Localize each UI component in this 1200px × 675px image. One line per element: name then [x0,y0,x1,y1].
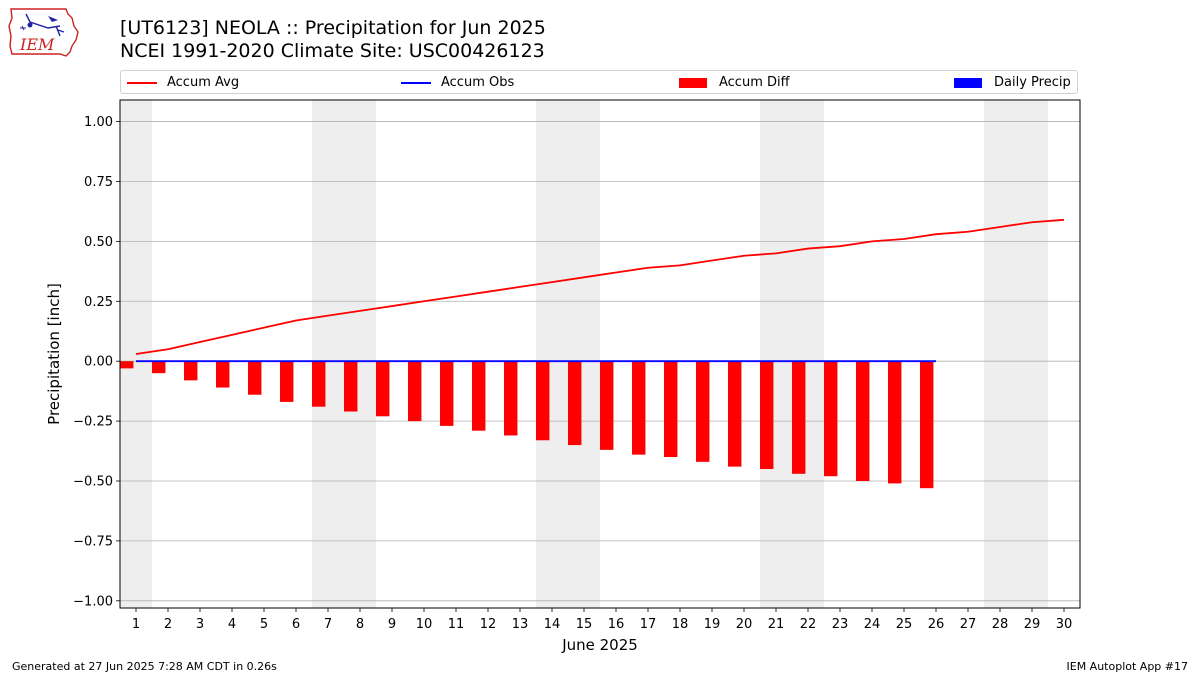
y-tick-label: 0.25 [84,295,113,310]
weekend-shade-4 [760,100,824,608]
accum-diff-bar [792,361,806,474]
chart-legend: Accum Avg Accum Obs Accum Diff Daily Pre… [120,70,1078,94]
accum-diff-bar [440,361,454,426]
x-tick-label: 18 [672,617,689,632]
x-tick-label: 8 [356,617,364,632]
accum-diff-bar [248,361,262,395]
accum-diff-bar [344,361,358,412]
accum-diff-bar [376,361,390,417]
accum-diff-bar [856,361,870,481]
x-tick-label: 13 [512,617,529,632]
y-tick-label: −0.25 [73,415,113,430]
y-tick-label: 0.00 [84,355,113,370]
accum-diff-bar [728,361,742,467]
chart-subtitle: NCEI 1991-2020 Climate Site: USC00426123 [120,40,545,62]
legend-label-accum-avg: Accum Avg [167,75,240,90]
legend-swatch-daily-precip [954,78,982,88]
app-credit: IEM Autoplot App #17 [1066,660,1189,673]
logo-text: IEM [19,35,55,54]
weekend-shade-5 [984,100,1048,608]
generated-timestamp: Generated at 27 Jun 2025 7:28 AM CDT in … [12,660,277,673]
x-tick-label: 15 [576,617,593,632]
x-tick-label: 20 [736,617,753,632]
accum-diff-bar [568,361,582,446]
x-tick-label: 30 [1056,617,1073,632]
accum-diff-bar [184,361,198,381]
accum-diff-bar [696,361,710,462]
accum-diff-bar [312,361,326,407]
chart-title: [UT6123] NEOLA :: Precipitation for Jun … [120,17,546,39]
x-tick-label: 19 [704,617,721,632]
x-tick-label: 7 [324,617,332,632]
x-tick-label: 3 [196,617,204,632]
x-tick-label: 29 [1024,617,1041,632]
x-tick-label: 12 [480,617,497,632]
x-tick-label: 25 [896,617,913,632]
legend-swatch-accum-avg [127,82,157,84]
x-tick-label: 1 [132,617,140,632]
x-tick-label: 26 [928,617,945,632]
weekend-shade-3 [536,100,600,608]
accum-diff-bar [504,361,518,436]
plot-frame [119,99,1081,609]
x-tick-label: 5 [260,617,268,632]
x-tick-label: 24 [864,617,881,632]
x-tick-label: 2 [164,617,172,632]
accum-diff-bar [664,361,678,458]
accum-diff-bar [408,361,422,422]
x-tick-label: 17 [640,617,657,632]
y-tick-label: −1.00 [73,594,113,609]
x-tick-label: 6 [292,617,300,632]
x-tick-label: 22 [800,617,817,632]
accum-diff-bar [600,361,614,450]
accum-diff-bar [216,361,230,388]
x-axis-label: June 2025 [561,636,638,654]
y-tick-label: −0.50 [73,475,113,490]
accum-diff-bar [280,361,294,402]
accum-diff-bar [824,361,838,477]
x-tick-label: 10 [416,617,433,632]
y-tick-label: 0.50 [84,235,113,250]
legend-swatch-accum-diff [679,78,707,88]
weekend-shade-2 [312,100,376,608]
x-tick-label: 4 [228,617,236,632]
y-axis-label: Precipitation [inch] [45,283,63,425]
y-tick-label: −0.75 [73,534,113,549]
legend-label-daily-precip: Daily Precip [994,75,1071,90]
y-tick-label: 1.00 [84,115,113,130]
iem-state-logo-icon: IEM [8,8,79,57]
x-tick-label: 21 [768,617,785,632]
x-tick-label: 9 [388,617,396,632]
accum-diff-bar [536,361,550,441]
accum-diff-bar [760,361,774,470]
legend-label-accum-diff: Accum Diff [719,75,790,90]
legend-label-accum-obs: Accum Obs [441,75,515,90]
accum-diff-bar [472,361,486,431]
x-tick-label: 28 [992,617,1009,632]
accum-diff-bar [888,361,902,484]
accum-diff-bar [632,361,646,455]
accum-diff-bar [120,361,134,369]
legend-swatch-accum-obs [401,82,431,84]
x-tick-label: 16 [608,617,625,632]
accum-diff-bar [152,361,166,374]
accum-avg-line [135,218,1065,355]
y-tick-label: 0.75 [84,175,113,190]
x-tick-label: 14 [544,617,561,632]
x-tick-label: 27 [960,617,977,632]
accum-diff-bar [920,361,934,489]
x-tick-label: 23 [832,617,849,632]
x-tick-label: 11 [448,617,465,632]
iem-logo: IEM [8,6,80,58]
